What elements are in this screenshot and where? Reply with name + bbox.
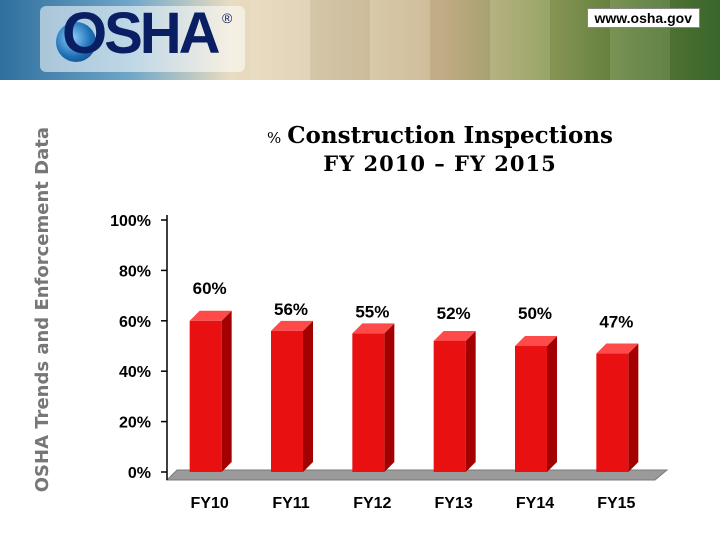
bar bbox=[271, 330, 303, 472]
bar-top bbox=[433, 330, 476, 341]
y-tick-label: 100% bbox=[110, 213, 151, 230]
x-category-label: FY13 bbox=[435, 495, 473, 512]
data-label: 56% bbox=[274, 300, 308, 319]
registered-mark: ® bbox=[222, 10, 233, 26]
x-category-label: FY14 bbox=[516, 495, 554, 512]
bar-top bbox=[189, 310, 232, 321]
bar-side bbox=[628, 343, 639, 472]
data-label: 52% bbox=[437, 304, 471, 323]
bar-top bbox=[271, 320, 313, 331]
x-category-label: FY15 bbox=[597, 495, 635, 512]
x-category-label: FY10 bbox=[191, 495, 229, 512]
data-label: 55% bbox=[355, 302, 389, 321]
chart-floor-group bbox=[165, 469, 669, 481]
y-tick-label: 0% bbox=[128, 465, 151, 482]
bar bbox=[433, 340, 466, 472]
y-tick-label: 20% bbox=[119, 415, 151, 432]
bar bbox=[352, 333, 385, 472]
bar-top bbox=[515, 336, 557, 346]
bar-side bbox=[547, 336, 557, 472]
bar-top bbox=[596, 343, 639, 354]
x-category-label: FY11 bbox=[272, 495, 309, 512]
y-tick-label: 60% bbox=[119, 314, 151, 331]
osha-logo-text[interactable]: OSHA bbox=[62, 1, 221, 66]
chart-subtitle: FY 2010 – FY 2015 bbox=[323, 150, 557, 176]
y-tick-label: 80% bbox=[119, 263, 151, 280]
bar-top bbox=[352, 323, 395, 334]
data-label: 50% bbox=[518, 304, 552, 323]
chart-title-main: Construction Inspections bbox=[287, 122, 613, 149]
bar bbox=[515, 346, 547, 472]
chart-axis-group: 0% 20% 40% 60% 80% 100% bbox=[110, 213, 168, 482]
bar-side bbox=[384, 323, 395, 472]
site-url-link[interactable]: www.osha.gov bbox=[586, 8, 700, 28]
chart-labels-group: 60% FY10 56% FY11 55% FY12 52% FY13 50% FY14 47% FY… bbox=[191, 279, 636, 512]
bar-side bbox=[221, 310, 232, 472]
bar-side bbox=[465, 330, 476, 472]
header-banner: OSHA ® www.osha.gov bbox=[0, 0, 720, 80]
bar bbox=[596, 353, 629, 472]
bar-side bbox=[303, 320, 313, 472]
osha-logo-globe-icon bbox=[56, 22, 96, 62]
bar bbox=[189, 320, 222, 472]
chart-title-prefix: % bbox=[266, 129, 282, 147]
chart-floor bbox=[165, 469, 669, 481]
chart-title: % Construction Inspections FY 2010 – FY 2… bbox=[240, 122, 640, 177]
data-label: 60% bbox=[193, 279, 227, 298]
y-tick-label: 40% bbox=[119, 364, 151, 381]
data-label: 47% bbox=[599, 313, 633, 332]
chart-bars-group bbox=[189, 310, 639, 472]
x-category-label: FY12 bbox=[353, 495, 391, 512]
